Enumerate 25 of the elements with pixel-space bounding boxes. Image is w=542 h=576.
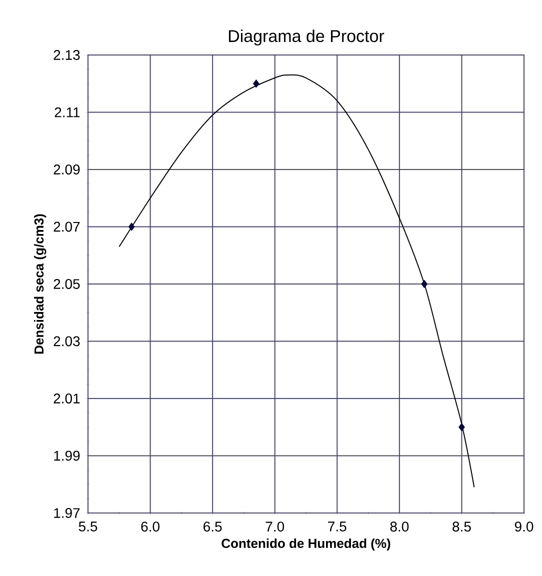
y-tick-label: 2.05 xyxy=(54,279,80,289)
x-tick-label: 6.0 xyxy=(141,522,160,532)
point xyxy=(252,79,260,88)
y-tick-label: 2.13 xyxy=(54,50,80,60)
x-axis-title: Contenido de Humedad (%) xyxy=(222,538,390,551)
y-axis-title: Densidad seca (g/cm3) xyxy=(34,214,46,354)
x-tick-label: 5.5 xyxy=(78,522,98,532)
x-tick-label: 8.0 xyxy=(390,522,409,532)
point xyxy=(128,222,135,231)
x-tick-label: 7.5 xyxy=(328,522,346,532)
point xyxy=(421,280,428,288)
line-series xyxy=(118,74,475,488)
y-tick-label: 2.11 xyxy=(54,107,80,118)
y-tick-label: 2.03 xyxy=(54,336,80,346)
y-tick-label: 2.01 xyxy=(54,394,80,404)
y-tick-label: 2.07 xyxy=(54,222,80,232)
point xyxy=(458,422,465,432)
y-tick-label: 2.09 xyxy=(54,164,80,174)
x-tick-label: 7.0 xyxy=(266,522,284,532)
chart-title: Diagrama de Proctor xyxy=(228,30,384,46)
y-tick-label: 1.99 xyxy=(54,450,80,461)
x-tick-label: 9.0 xyxy=(514,522,534,532)
y-tick-label: 1.97 xyxy=(54,508,80,518)
x-tick-label: 8.5 xyxy=(452,522,471,532)
x-tick-label: 6.5 xyxy=(204,522,222,532)
